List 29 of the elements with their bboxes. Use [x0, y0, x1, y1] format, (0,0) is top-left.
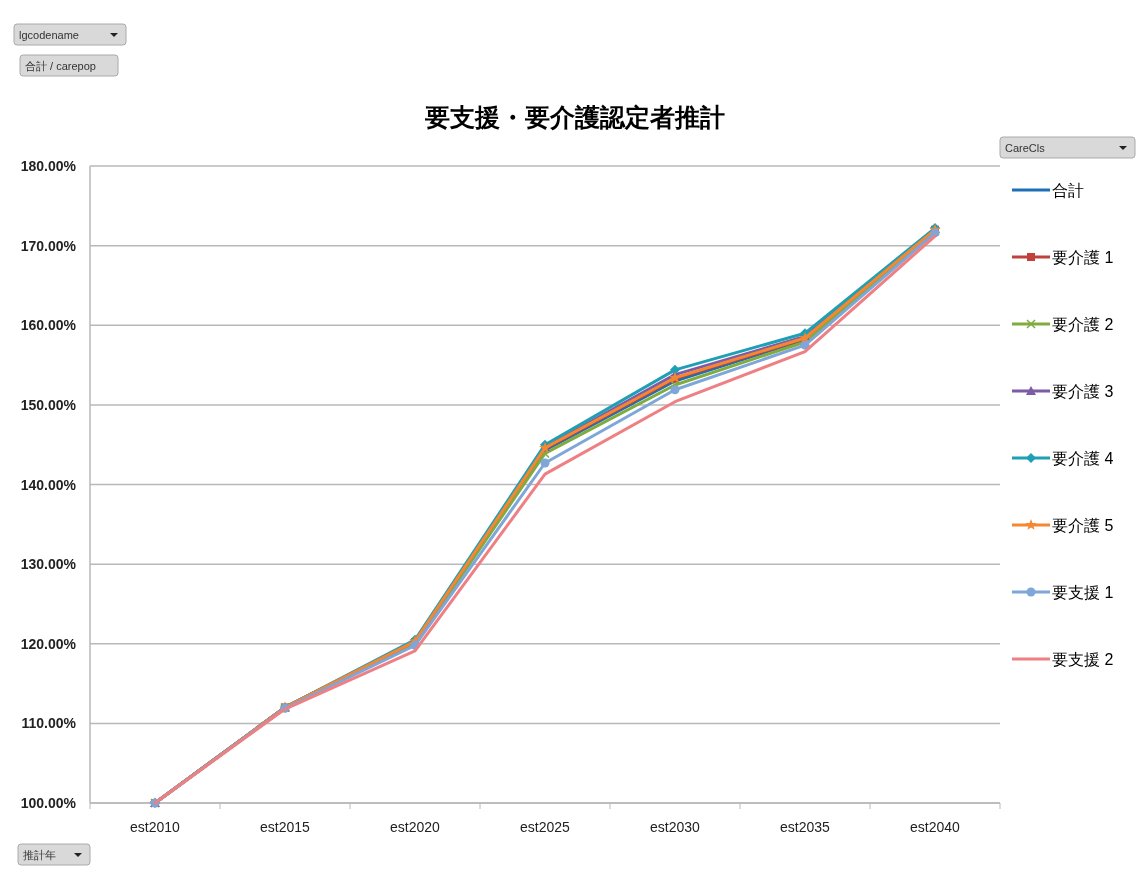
- y-tick-label: 120.00%: [20, 635, 77, 652]
- legend-label: 要介護 2: [1052, 316, 1114, 333]
- legend-label: 要支援 1: [1052, 584, 1114, 601]
- legend-label: 要介護 4: [1052, 450, 1114, 467]
- x-tick-label: est2030: [650, 819, 701, 835]
- x-tick-label: est2020: [390, 819, 441, 835]
- legend-label: 要介護 1: [1052, 249, 1114, 266]
- legend-label: 合計: [1052, 182, 1084, 199]
- y-tick-label: 140.00%: [20, 476, 77, 493]
- y-tick-label: 180.00%: [20, 158, 77, 174]
- text: lgcodename: [19, 29, 79, 41]
- x-tick-label: est2010: [130, 819, 181, 835]
- text: CareCls: [1005, 142, 1046, 154]
- chart-title: 要支援・要介護認定者推計: [424, 103, 725, 131]
- x-tick-label: est2035: [780, 819, 831, 835]
- legend-label: 要介護 3: [1052, 383, 1114, 400]
- legend-label: 要支援 2: [1052, 651, 1114, 668]
- y-tick-label: 150.00%: [20, 396, 77, 413]
- y-tick-label: 100.00%: [20, 795, 77, 811]
- text: 推計年: [23, 849, 56, 861]
- x-tick-label: est2040: [910, 819, 961, 835]
- legend-label: 要介護 5: [1052, 517, 1114, 534]
- y-tick-label: 170.00%: [20, 237, 77, 254]
- y-tick-label: 160.00%: [20, 317, 77, 334]
- text: 合計 / carepop: [25, 60, 96, 72]
- y-tick-label: 110.00%: [21, 715, 77, 732]
- x-tick-label: est2015: [260, 819, 311, 835]
- x-tick-label: est2025: [520, 819, 571, 835]
- y-tick-label: 130.00%: [20, 556, 77, 573]
